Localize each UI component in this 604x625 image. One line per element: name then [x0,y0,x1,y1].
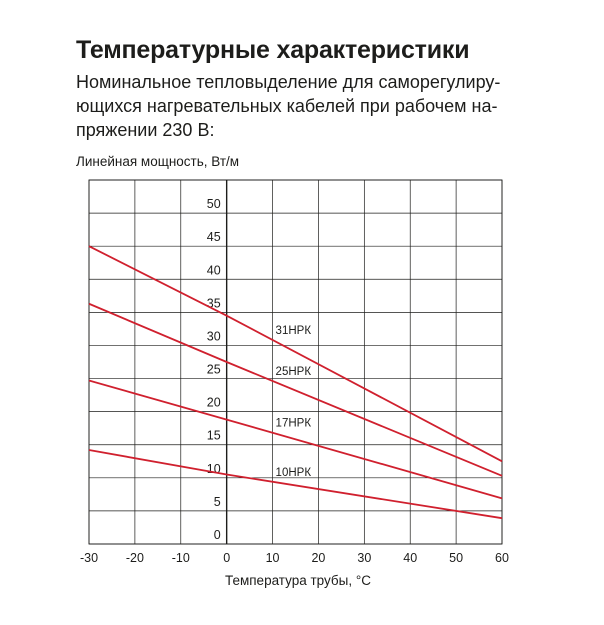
series-label-2: 25НРК [276,366,312,378]
x-axis-label: Температура трубы, °С [225,573,371,588]
y-tick-label: 0 [214,528,221,542]
series-line-4 [88,449,503,520]
y-tick-label: 30 [207,329,221,343]
x-tick-label: 0 [223,551,230,565]
series-label-1: 31НРК [276,325,312,337]
y-tick-label: 25 [207,363,221,377]
series-label-3: 17НРК [276,418,312,430]
x-tick-label: -30 [80,551,98,565]
series-line-1 [88,245,503,463]
y-tick-label: 15 [207,429,221,443]
y-axis-label: Линейная мощность, Вт/м [76,154,239,169]
series-line-2 [88,302,503,477]
x-tick-label: 20 [311,551,325,565]
chart-series: 31НРК 25НРК 17НРК 10НРК [88,245,503,520]
x-tick-label: 30 [357,551,371,565]
y-tick-label: 40 [207,263,221,277]
subtitle-line-3: пряжении 230 В: [76,120,215,140]
series-line-3 [88,379,503,500]
page-subtitle: Номинальное тепловыделение для саморегул… [76,70,526,142]
x-tick-label: -20 [126,551,144,565]
x-tick-label: 10 [266,551,280,565]
chart-axes [88,179,503,545]
subtitle-line-1: Номинальное тепловыделение для саморегул… [76,72,501,92]
x-tick-labels: -30 -20 -10 0 10 20 30 40 50 60 [80,551,509,565]
y-tick-label: 45 [207,230,221,244]
y-tick-label: 5 [214,495,221,509]
y-tick-label: 50 [207,197,221,211]
x-tick-label: 50 [449,551,463,565]
series-label-4: 10НРК [276,467,312,479]
subtitle-line-2: ющихся нагревательных кабелей при рабоче… [76,96,498,116]
x-tick-label: -10 [172,551,190,565]
x-tick-label: 60 [495,551,509,565]
chart-grid [88,179,503,545]
y-tick-label: 20 [207,396,221,410]
x-tick-label: 40 [403,551,417,565]
plot-frame [88,179,503,545]
page-title: Температурные характеристики [76,36,470,64]
